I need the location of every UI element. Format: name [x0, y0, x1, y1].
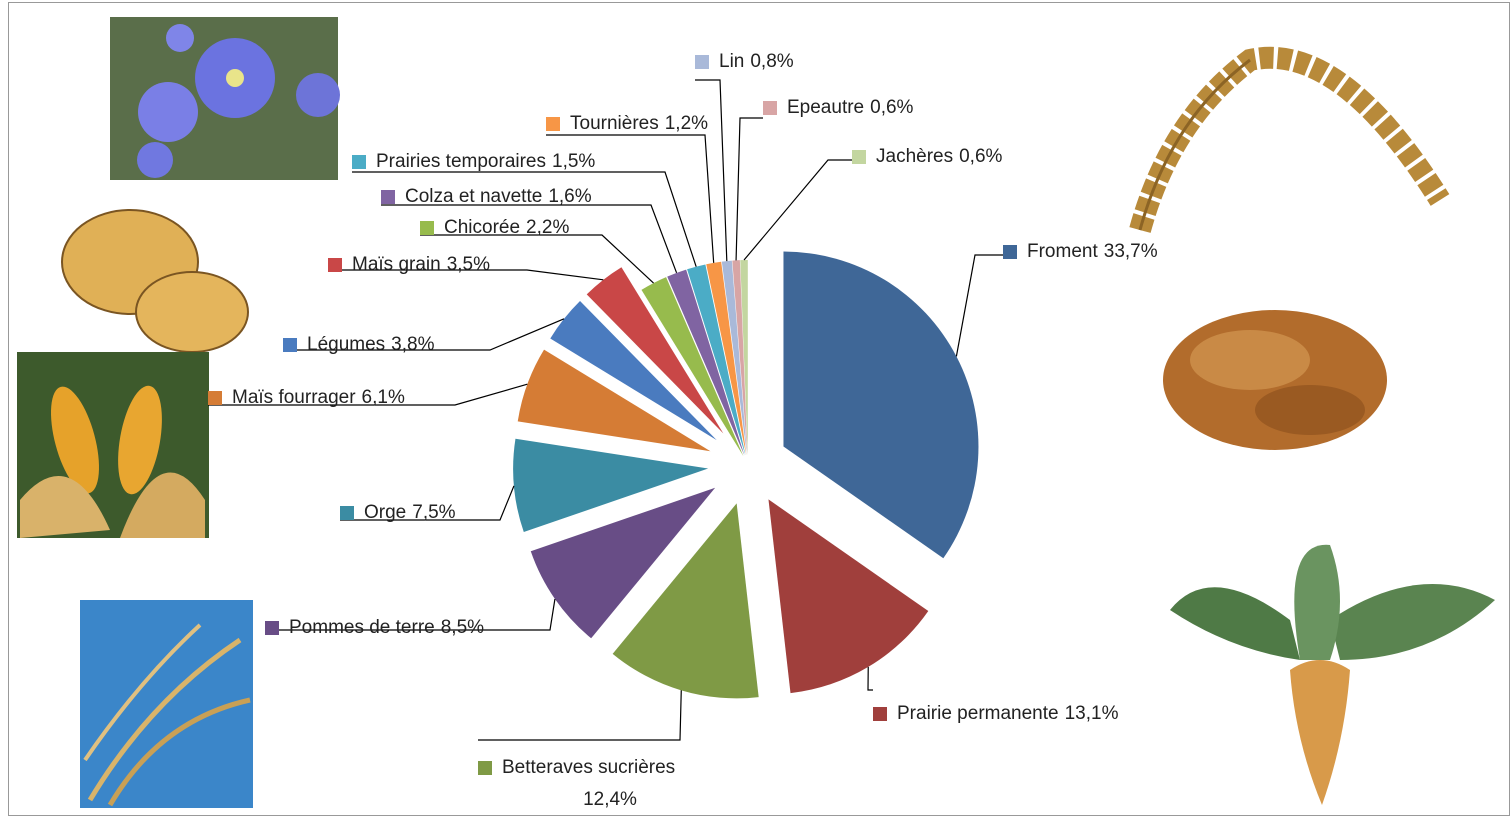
data-label: Jachères 0,6% — [876, 146, 1003, 167]
label-category: Lin — [719, 51, 744, 72]
legend-key — [1003, 245, 1017, 259]
legend-key — [478, 761, 492, 775]
label-category: Epeautre — [787, 97, 864, 118]
legend-key — [283, 338, 297, 352]
legend-key — [546, 117, 560, 131]
label-value: 1,2% — [665, 113, 708, 134]
page: Froment 33,7% Prairie permanente 13,1% Bette… — [0, 0, 1512, 817]
label-category: Betteraves sucrières — [502, 757, 675, 778]
data-label: Maïs fourrager 6,1% — [232, 387, 405, 408]
label-category: Colza et navette — [405, 186, 542, 207]
label-value: 1,5% — [552, 151, 595, 172]
label-value: 6,1% — [362, 387, 405, 408]
label-category: Maïs fourrager — [232, 387, 356, 408]
legend-key — [381, 190, 395, 204]
label-value: 2,2% — [526, 217, 569, 238]
legend-key — [763, 101, 777, 115]
label-category: Pommes de terre — [289, 617, 435, 638]
data-label: Prairie permanente 13,1% — [897, 703, 1119, 724]
label-value: 3,5% — [447, 254, 490, 275]
label-category: Maïs grain — [352, 254, 441, 275]
data-label: Prairies temporaires 1,5% — [376, 151, 595, 172]
label-value: 13,1% — [1065, 703, 1119, 724]
data-label: Légumes 3,8% — [307, 334, 435, 355]
data-label: Chicorée 2,2% — [444, 217, 569, 238]
legend-key — [208, 391, 222, 405]
corn-image — [17, 352, 209, 538]
label-category: Chicorée — [444, 217, 520, 238]
legend-key — [873, 707, 887, 721]
data-label: Pommes de terre 8,5% — [289, 617, 484, 638]
data-label: Froment 33,7% — [1027, 241, 1158, 262]
label-value: 7,5% — [412, 502, 455, 523]
legend-key — [265, 621, 279, 635]
data-label: Maïs grain 3,5% — [352, 254, 490, 275]
grains-image — [1163, 310, 1387, 450]
label-category: Froment — [1027, 241, 1098, 262]
data-label: Lin 0,8% — [719, 51, 794, 72]
legend-key — [695, 55, 709, 69]
label-category: Prairie permanente — [897, 703, 1059, 724]
label-value: 3,8% — [391, 334, 434, 355]
label-value: 1,6% — [548, 186, 591, 207]
data-label: Epeautre 0,6% — [787, 97, 914, 118]
label-value: 8,5% — [441, 617, 484, 638]
legend-key — [420, 221, 434, 235]
label-category: Légumes — [307, 334, 385, 355]
label-value: 12,4% — [583, 789, 637, 810]
label-category: Jachères — [876, 146, 953, 167]
label-value: 0,8% — [750, 51, 793, 72]
label-value: 0,6% — [959, 146, 1002, 167]
flax-image — [110, 17, 340, 180]
data-label: Tournières 1,2% — [570, 113, 708, 134]
barley-image — [80, 600, 253, 808]
label-category: Orge — [364, 502, 406, 523]
legend-key — [852, 150, 866, 164]
label-category: Tournières — [570, 113, 659, 134]
legend-key — [328, 258, 342, 272]
label-category: Prairies temporaires — [376, 151, 546, 172]
legend-key — [352, 155, 366, 169]
data-label: Colza et navette 1,6% — [405, 186, 592, 207]
legend-key — [340, 506, 354, 520]
chart: Froment 33,7% Prairie permanente 13,1% Bette… — [0, 0, 1512, 817]
label-value: 33,7% — [1104, 241, 1158, 262]
label-value: 0,6% — [870, 97, 913, 118]
